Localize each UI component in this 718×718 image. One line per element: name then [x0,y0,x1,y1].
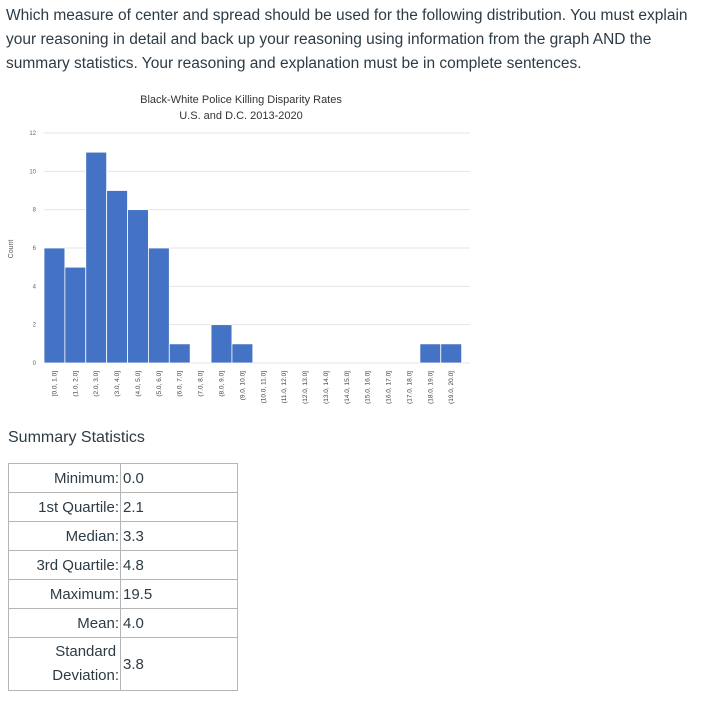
table-row: 3rd Quartile: 4.8 [8,550,238,580]
std-dev-label-line2: Deviation: [52,667,119,684]
x-tick-label: (9.0, 10.0] [239,371,246,400]
mean-label: Mean: [8,608,121,638]
table-row: Standard Deviation: 3.8 [8,637,238,691]
y-tick-label: 4 [33,284,37,290]
std-dev-label-line1: Standard [55,643,117,660]
x-tick-label: (18.0, 19.0] [427,371,434,404]
summary-title: Summary Statistics [8,429,145,446]
histogram-bar [231,343,254,364]
table-row: Maximum: 19.5 [8,579,238,609]
histogram-bar [43,247,66,364]
x-tick-label: (15.0, 16.0] [365,371,372,404]
x-tick-label: (6.0, 7.0] [177,371,184,397]
histogram-bar [210,324,233,364]
y-tick-label: 2 [33,323,37,329]
x-tick-label: (14.0, 15.0] [344,371,351,404]
q1-value: 2.1 [120,492,238,522]
table-row: Minimum: 0.0 [8,463,238,493]
histogram-bar [106,190,128,364]
histogram-bar [85,151,108,364]
chart-title: Black-White Police Killing Disparity Rat… [140,94,342,106]
x-tick-labels: [0.0, 1.0] (1.0, 2.0] (2.0, 3.0] (3.0, 4.0]… [51,371,455,404]
histogram-bar [419,343,442,364]
y-tick-label: 8 [33,208,37,214]
y-axis-label: Count [8,240,15,259]
mean-value: 4.0 [120,608,238,638]
x-tick-label: (4.0, 5.0] [135,371,142,397]
x-tick-label: (11.0, 12.0] [281,371,288,404]
bars [43,151,463,364]
maximum-label: Maximum: [8,579,121,609]
summary-table: Minimum: 0.0 1st Quartile: 2.1 Median: 3… [8,463,238,691]
y-tick-label: 0 [33,361,37,367]
histogram-chart: Black-White Police Killing Disparity Rat… [0,88,476,418]
minimum-label: Minimum: [8,463,121,493]
y-tick-label: 6 [33,246,37,252]
table-row: 1st Quartile: 2.1 [8,492,238,522]
histogram-bar [168,343,191,364]
x-tick-label: (5.0, 6.0] [156,371,163,397]
q3-label: 3rd Quartile: [8,550,121,580]
median-value: 3.3 [120,521,238,551]
x-tick-label: (12.0, 13.0] [302,371,309,404]
minimum-value: 0.0 [120,463,238,493]
x-tick-label: (13.0, 14.0] [323,371,330,404]
histogram-bar [127,209,149,364]
histogram-bar [148,247,170,364]
x-tick-label: (17.0, 18.0] [406,371,413,404]
x-tick-label: (16.0, 17.0] [386,371,393,404]
histogram-bar [440,343,463,364]
question-text: Which measure of center and spread shoul… [6,7,688,72]
histogram-bar [64,266,87,364]
x-tick-label: (2.0, 3.0] [93,371,100,397]
chart-subtitle: U.S. and D.C. 2013-2020 [179,110,303,122]
table-row: Mean: 4.0 [8,608,238,638]
median-label: Median: [8,521,121,551]
x-tick-label: (8.0, 9.0] [219,371,226,397]
x-tick-label: [0.0, 1.0] [51,371,58,396]
x-tick-label: (19.0, 20.0] [448,371,455,404]
q1-label: 1st Quartile: [8,492,121,522]
x-tick-label: (10.0, 11.0] [260,371,267,404]
y-tick-labels: 0 2 4 6 8 10 12 [29,131,36,367]
x-tick-label: (1.0, 2.0] [72,371,79,397]
table-row: Median: 3.3 [8,521,238,551]
q3-value: 4.8 [120,550,238,580]
maximum-value: 19.5 [120,579,238,609]
x-tick-label: (7.0, 8.0] [198,371,205,397]
std-dev-value: 3.8 [120,637,238,691]
std-dev-label: Standard Deviation: [8,637,121,691]
y-tick-label: 12 [29,131,36,137]
y-tick-label: 10 [29,169,36,175]
histogram-svg: Black-White Police Killing Disparity Rat… [8,94,470,404]
x-tick-label: (3.0, 4.0] [114,371,121,397]
